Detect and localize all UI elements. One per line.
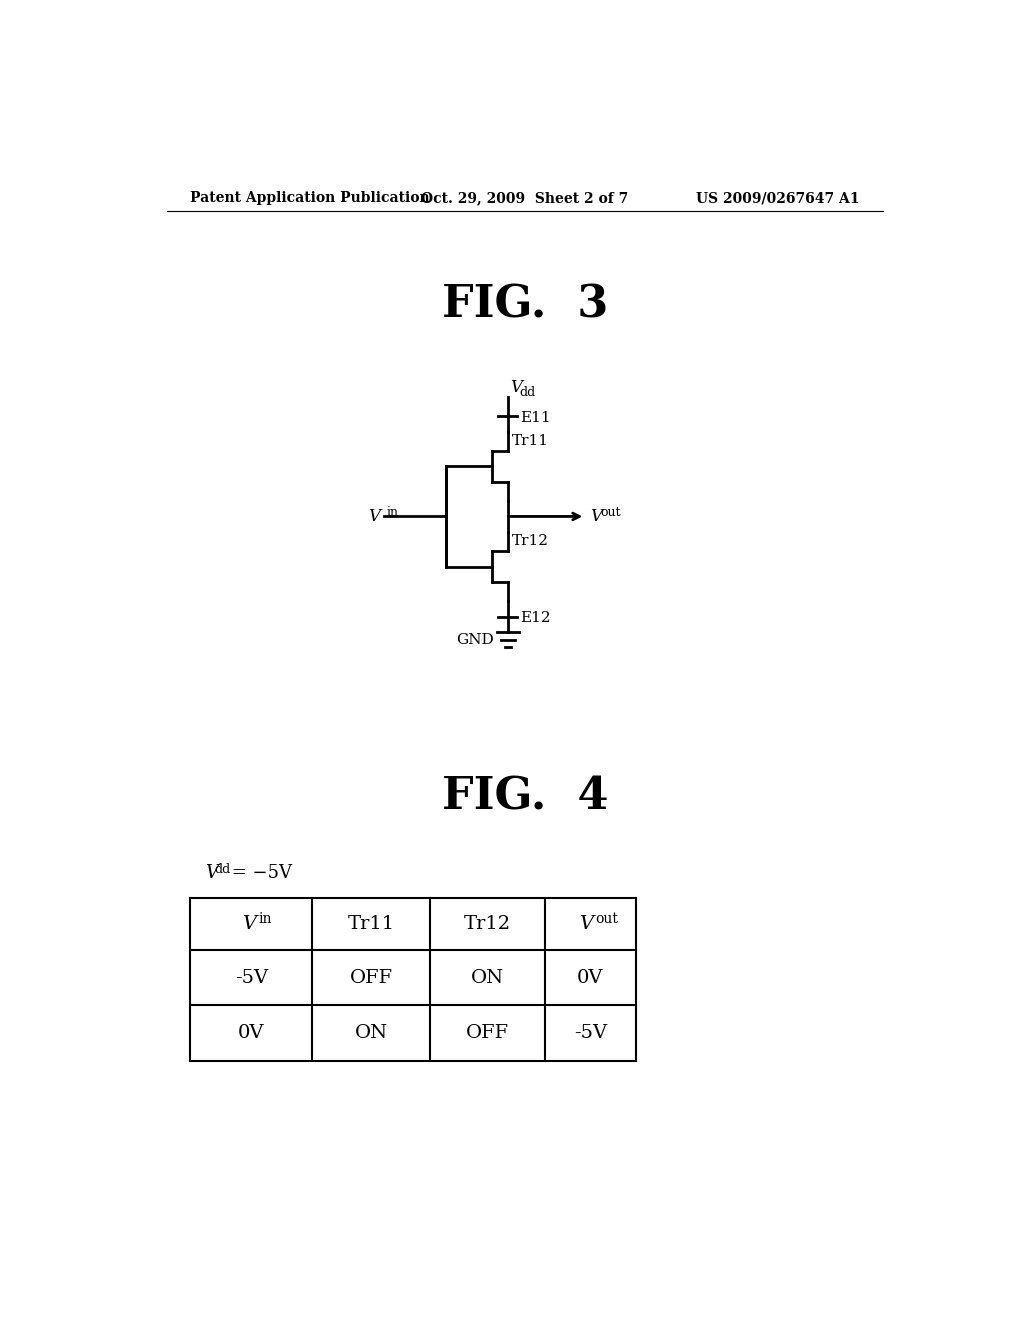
Text: V: V: [580, 915, 594, 933]
Text: Tr12: Tr12: [512, 535, 549, 548]
Text: in: in: [387, 506, 399, 519]
Text: 0V: 0V: [238, 1024, 264, 1041]
Text: Tr11: Tr11: [348, 915, 395, 933]
Text: ON: ON: [471, 969, 504, 986]
Text: GND: GND: [456, 632, 494, 647]
Text: dd: dd: [519, 385, 536, 399]
Text: in: in: [258, 912, 271, 927]
Text: dd: dd: [215, 862, 231, 875]
Text: out: out: [596, 912, 618, 927]
Text: -5V: -5V: [234, 969, 268, 986]
Text: V: V: [242, 915, 256, 933]
Text: V: V: [206, 865, 218, 882]
Text: E11: E11: [520, 411, 551, 425]
Text: FIG.  3: FIG. 3: [441, 284, 608, 326]
Text: FIG.  4: FIG. 4: [441, 776, 608, 818]
Text: 0V: 0V: [578, 969, 603, 986]
Text: Tr11: Tr11: [512, 434, 549, 447]
Text: Patent Application Publication: Patent Application Publication: [190, 191, 430, 206]
Text: OFF: OFF: [350, 969, 393, 986]
Text: Tr12: Tr12: [464, 915, 511, 933]
Text: V: V: [510, 379, 522, 396]
Text: out: out: [600, 506, 621, 519]
Text: = −5V: = −5V: [226, 865, 293, 882]
Text: -5V: -5V: [573, 1024, 607, 1041]
Text: E12: E12: [520, 611, 551, 626]
Text: ON: ON: [354, 1024, 388, 1041]
Text: Oct. 29, 2009  Sheet 2 of 7: Oct. 29, 2009 Sheet 2 of 7: [421, 191, 629, 206]
Text: OFF: OFF: [466, 1024, 509, 1041]
Text: V: V: [590, 508, 602, 525]
Text: V: V: [369, 508, 381, 525]
Text: US 2009/0267647 A1: US 2009/0267647 A1: [696, 191, 859, 206]
